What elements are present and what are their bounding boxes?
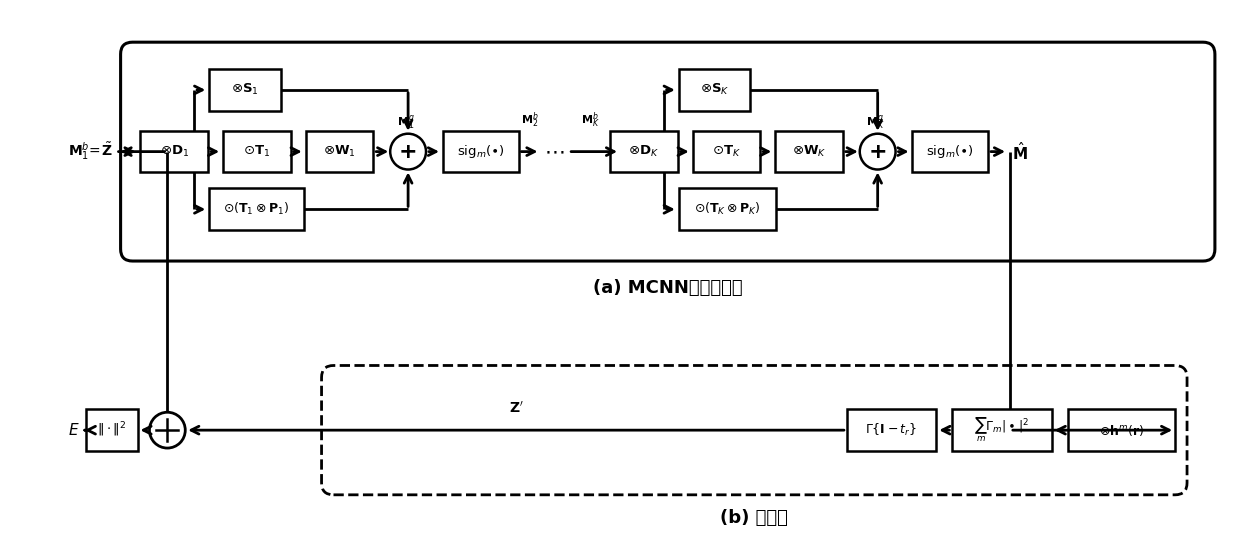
- Text: $\sum_m\Gamma_m|\bullet|^2$: $\sum_m\Gamma_m|\bullet|^2$: [975, 416, 1029, 444]
- Bar: [610, 131, 678, 173]
- Bar: [443, 131, 518, 173]
- Text: $\mathbf{M}_1^g$: $\mathbf{M}_1^g$: [397, 114, 415, 132]
- FancyBboxPatch shape: [120, 42, 1215, 261]
- Bar: [140, 131, 208, 173]
- Text: $\otimes\mathbf{S}_K$: $\otimes\mathbf{S}_K$: [699, 83, 729, 98]
- Text: $\|\cdot\|^2$: $\|\cdot\|^2$: [97, 421, 126, 440]
- FancyBboxPatch shape: [321, 366, 1187, 495]
- Circle shape: [859, 133, 895, 169]
- Text: $\otimes\mathbf{h}^m(\mathbf{r})$: $\otimes\mathbf{h}^m(\mathbf{r})$: [1099, 423, 1145, 438]
- Text: $\mathbf{M}_K^g$: $\mathbf{M}_K^g$: [867, 114, 885, 132]
- Bar: [1068, 410, 1176, 451]
- Bar: [223, 131, 290, 173]
- Text: $\mathbf{M}_K^b$: $\mathbf{M}_K^b$: [580, 110, 600, 130]
- Text: +: +: [399, 142, 418, 162]
- Text: $\mathrm{sig}_m(\bullet)$: $\mathrm{sig}_m(\bullet)$: [456, 143, 505, 160]
- Bar: [305, 131, 373, 173]
- Text: $\Gamma\{\mathbf{I}-t_r\}$: $\Gamma\{\mathbf{I}-t_r\}$: [866, 422, 918, 438]
- Circle shape: [150, 412, 185, 448]
- Bar: [913, 131, 988, 173]
- Text: $\hat{\mathbf{M}}$: $\hat{\mathbf{M}}$: [1012, 140, 1028, 162]
- Text: $\cdots$: $\cdots$: [544, 142, 564, 162]
- Text: $\mathbf{Z}'$: $\mathbf{Z}'$: [508, 401, 523, 416]
- Bar: [86, 410, 138, 451]
- Bar: [210, 69, 280, 111]
- Bar: [210, 189, 304, 230]
- Text: $\mathbf{M}_2^b$: $\mathbf{M}_2^b$: [521, 110, 538, 130]
- Text: $\otimes\mathbf{W}_1$: $\otimes\mathbf{W}_1$: [324, 144, 356, 159]
- Bar: [952, 410, 1052, 451]
- Bar: [678, 189, 776, 230]
- Bar: [678, 69, 750, 111]
- Text: $\mathbf{M}_1^b\!=\!\tilde{\mathbf{Z}}$: $\mathbf{M}_1^b\!=\!\tilde{\mathbf{Z}}$: [68, 141, 113, 162]
- Text: $\otimes\mathbf{S}_1$: $\otimes\mathbf{S}_1$: [231, 83, 259, 98]
- Bar: [847, 410, 936, 451]
- Text: $\odot(\mathbf{T}_1\otimes\mathbf{P}_1)$: $\odot(\mathbf{T}_1\otimes\mathbf{P}_1)$: [223, 201, 289, 218]
- Bar: [775, 131, 843, 173]
- Text: $\odot\mathbf{T}_K$: $\odot\mathbf{T}_K$: [712, 144, 742, 159]
- Text: $\odot(\mathbf{T}_K\otimes\mathbf{P}_K)$: $\odot(\mathbf{T}_K\otimes\mathbf{P}_K)$: [694, 201, 761, 218]
- Text: $\odot\mathbf{T}_1$: $\odot\mathbf{T}_1$: [243, 144, 270, 159]
- Text: $\otimes\mathbf{W}_K$: $\otimes\mathbf{W}_K$: [792, 144, 826, 159]
- Text: $E$: $E$: [68, 422, 79, 438]
- Bar: [693, 131, 760, 173]
- Text: (b) 解码器: (b) 解码器: [720, 509, 789, 527]
- Text: $\mathrm{sig}_m(\bullet)$: $\mathrm{sig}_m(\bullet)$: [926, 143, 975, 160]
- Text: $\otimes\mathbf{D}_K$: $\otimes\mathbf{D}_K$: [629, 144, 660, 159]
- Text: (a) MCNN（编码器）: (a) MCNN（编码器）: [593, 279, 743, 297]
- Circle shape: [391, 133, 427, 169]
- Text: $\otimes\mathbf{D}_1$: $\otimes\mathbf{D}_1$: [160, 144, 188, 159]
- Text: +: +: [868, 142, 887, 162]
